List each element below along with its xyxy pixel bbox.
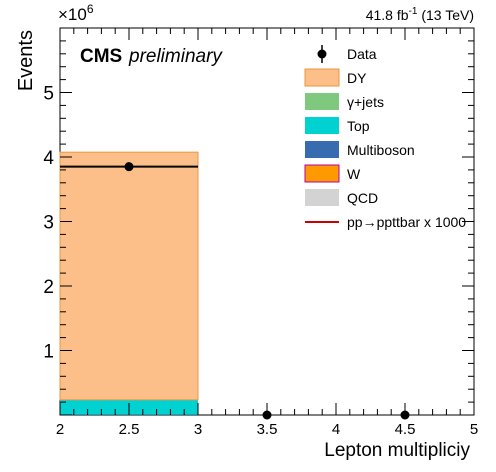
legend-label-data: Data [347,46,377,62]
legend-label-multiboson: Multiboson [347,142,415,158]
y-tick-label-5: 5 [43,84,54,105]
x-axis-ticks: 2 2.5 3 3.5 4 4.5 5 [56,28,478,438]
legend-label-top: Top [347,118,370,134]
bar-dy-bin0 [59,151,199,401]
y-tick-label-1: 1 [43,342,54,363]
y-axis-label: Events [15,30,37,91]
cms-label: CMS [80,46,122,67]
legend-marker-data [317,49,327,59]
data-point-0 [124,162,134,172]
x-tick-label-2-5: 2.5 [119,421,140,438]
y-tick-label-3: 3 [43,213,54,234]
x-axis-label: Lepton multipliciy [324,440,470,461]
y-axis-ticks: 1 2 3 4 5 [43,27,474,416]
x-tick-label-3: 3 [194,421,202,438]
x-tick-label-3-5: 3.5 [257,421,278,438]
legend-label-w: W [347,166,361,182]
legend-swatch-w [304,164,340,183]
legend-label-signal: pp→ppttbar x 1000 [347,214,466,230]
legend-label-dy: DY [347,70,367,86]
legend-swatch-dy [304,68,340,87]
legend-swatch-qcd [305,189,339,206]
legend-label-jets: γ+jets [347,94,384,110]
x-tick-label-5: 5 [470,421,478,438]
y-tick-label-2: 2 [43,277,54,298]
legend: Data DY γ+jets Top Multiboson W QCD pp→ppttbar … [304,45,466,230]
legend-swatch-jets [305,93,339,110]
x-tick-label-4-5: 4.5 [395,421,416,438]
x-tick-label-2: 2 [56,421,64,438]
y-tick-label-4: 4 [43,148,54,169]
luminosity-label: 41.8 fb-1 (13 TeV) [366,6,474,23]
legend-swatch-multiboson [305,141,339,158]
x-tick-label-4: 4 [332,421,340,438]
legend-label-qcd: QCD [347,190,378,206]
y-axis-multiplier: ×106 [58,2,94,24]
preliminary-label: preliminary [128,46,223,67]
histogram-stack [59,151,199,415]
legend-swatch-top [305,117,339,134]
